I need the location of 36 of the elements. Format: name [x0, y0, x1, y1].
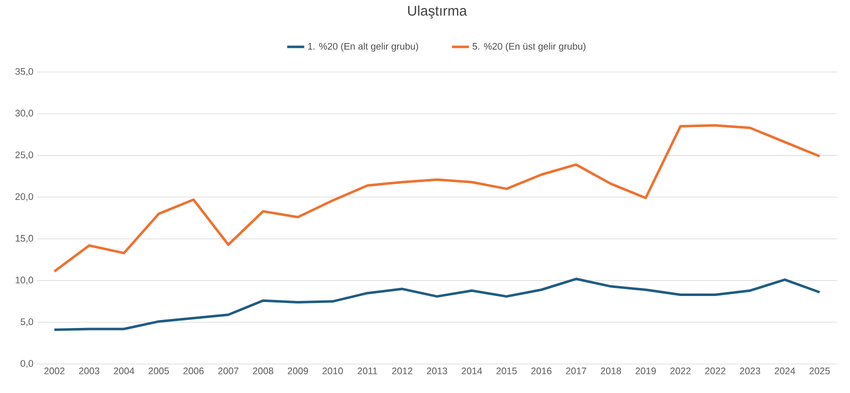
y-tick-label: 25,0 — [15, 151, 34, 160]
x-tick-label: 2010 — [322, 368, 343, 374]
x-tick-label: 2014 — [462, 368, 482, 374]
x-tick-label: 2002 — [44, 368, 64, 374]
y-tick-label: 35,0 — [15, 68, 34, 76]
y-tick-label: 0,0 — [20, 360, 34, 368]
x-tick-label: 2007 — [218, 368, 238, 374]
x-tick-label: 2008 — [253, 368, 274, 374]
y-tick-label: 5,0 — [20, 318, 34, 326]
x-tick-label: 2012 — [392, 368, 412, 374]
x-tick-label: 2023 — [740, 368, 760, 374]
x-tick-label: 2013 — [426, 368, 448, 374]
x-tick-label: 2024 — [774, 368, 796, 374]
x-tick-label: 2019 — [636, 368, 656, 374]
x-tick-label: 2003 — [79, 368, 100, 374]
x-tick-label: 2009 — [288, 368, 308, 374]
y-tick-label: 10,0 — [16, 276, 34, 284]
legend-label: 1. %20 (En alt gelir grubu) — [308, 42, 418, 52]
legend-label: 5. %20 (En üst gelir grubu) — [472, 42, 586, 52]
x-tick-label: 2018 — [600, 368, 622, 374]
line-series — [53, 124, 821, 273]
x-tick-label: 2005 — [148, 368, 169, 374]
y-tick-label: 15,0 — [16, 234, 34, 243]
x-tick-label: 2004 — [114, 368, 134, 374]
chart-title: Ulaştırma — [408, 5, 467, 19]
x-tick-label: 2022 — [670, 368, 691, 374]
y-tick-label: 20,0 — [15, 193, 34, 202]
x-tick-label: 2011 — [358, 368, 378, 374]
line-series — [53, 278, 821, 332]
x-tick-label: 2022 — [705, 368, 726, 374]
x-tick-label: 2025 — [810, 368, 830, 374]
x-tick-label: 2016 — [531, 368, 552, 374]
x-tick-label: 2015 — [496, 368, 517, 374]
x-tick-label: 2017 — [566, 368, 586, 374]
y-tick-label: 30,0 — [15, 110, 34, 118]
x-tick-label: 2006 — [183, 368, 204, 374]
